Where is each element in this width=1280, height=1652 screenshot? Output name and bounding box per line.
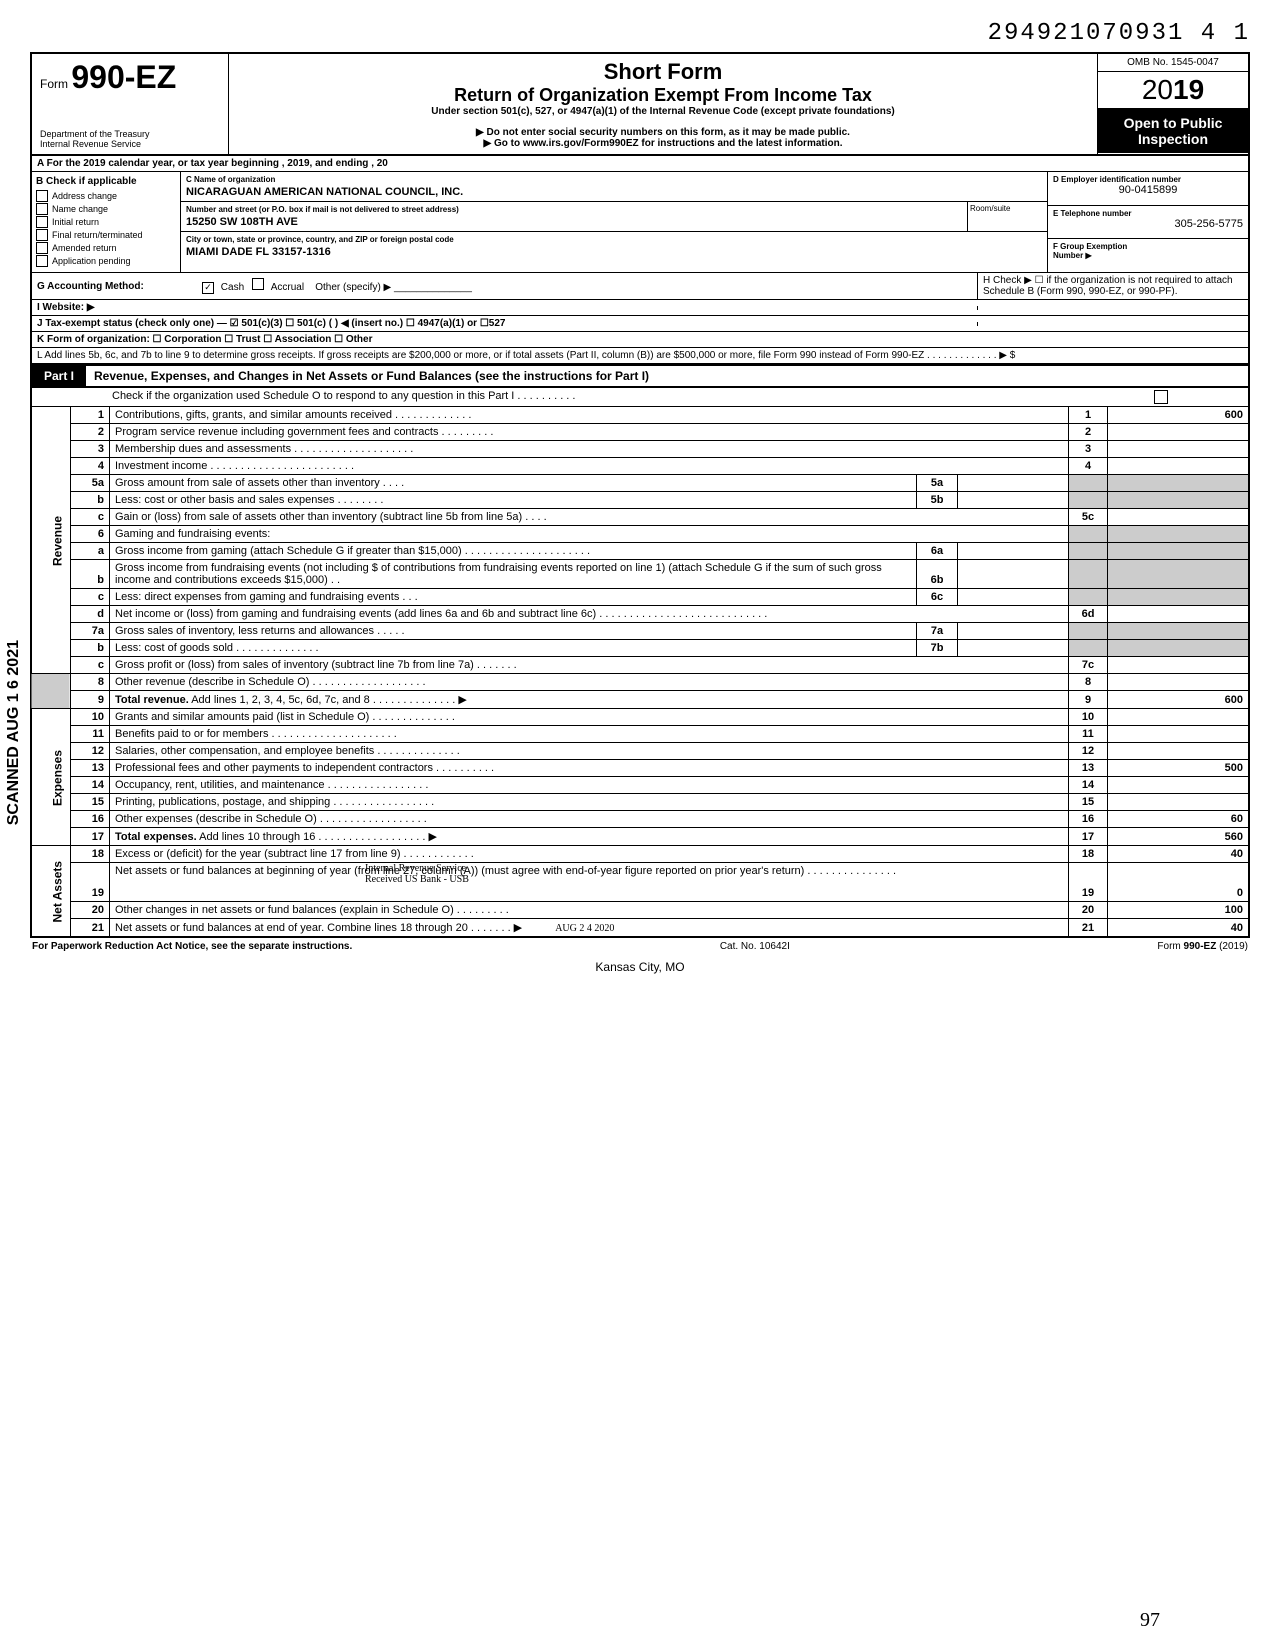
footer: For Paperwork Reduction Act Notice, see …	[30, 938, 1250, 955]
org-name: NICARAGUAN AMERICAN NATIONAL COUNCIL, IN…	[186, 186, 1042, 198]
cb-final-return[interactable]: Final return/terminated	[36, 229, 176, 241]
kc-stamp: Kansas City, MO	[30, 960, 1250, 974]
column-c: C Name of organization NICARAGUAN AMERIC…	[181, 172, 1047, 272]
row-l: L Add lines 5b, 6c, and 7b to line 9 to …	[30, 347, 1250, 365]
handwritten-initials: 97	[1140, 1609, 1160, 1632]
cb-pending[interactable]: Application pending	[36, 255, 176, 267]
city-label: City or town, state or province, country…	[186, 235, 1042, 244]
netassets-label: Net Assets	[31, 846, 71, 938]
street-value: 15250 SW 108TH AVE	[186, 216, 962, 228]
dept-treasury: Department of the TreasuryInternal Reven…	[40, 129, 220, 149]
expenses-label: Expenses	[31, 709, 71, 846]
street-label: Number and street (or P.O. box if mail i…	[186, 205, 962, 214]
arrow-ssn: ▶ Do not enter social security numbers o…	[239, 127, 1087, 138]
c-name-label: C Name of organization	[186, 175, 1042, 184]
cb-address-change[interactable]: Address change	[36, 190, 176, 202]
paperwork-notice: For Paperwork Reduction Act Notice, see …	[32, 941, 352, 952]
cb-name-change[interactable]: Name change	[36, 203, 176, 215]
phone-value: 305-256-5775	[1053, 218, 1243, 230]
cb-accrual[interactable]	[252, 278, 264, 290]
title-short-form: Short Form	[239, 59, 1087, 85]
form-header: Form 990-EZ Department of the TreasuryIn…	[30, 52, 1250, 156]
room-suite: Room/suite	[967, 202, 1047, 231]
open-public: Open to Public Inspection	[1098, 109, 1248, 153]
cb-amended[interactable]: Amended return	[36, 242, 176, 254]
row-k: K Form of organization: ☐ Corporation ☐ …	[30, 331, 1250, 347]
ein-value: 90-0415899	[1053, 184, 1243, 196]
row-g-h: G Accounting Method: ✓ Cash Accrual Othe…	[30, 272, 1250, 299]
part1-subtitle: Check if the organization used Schedule …	[30, 388, 1250, 406]
e-phone-label: E Telephone number	[1053, 209, 1243, 218]
cb-schedule-o[interactable]	[1154, 390, 1168, 404]
tax-year: 2019	[1098, 72, 1248, 109]
form-ref: Form 990-EZ (2019)	[1157, 941, 1248, 952]
scanned-stamp: SCANNED AUG 1 6 2021	[5, 640, 23, 825]
lines-table: Revenue 1Contributions, gifts, grants, a…	[30, 406, 1250, 938]
column-b: B Check if applicable Address change Nam…	[32, 172, 181, 272]
revenue-label: Revenue	[31, 407, 71, 674]
title-section: Under section 501(c), 527, or 4947(a)(1)…	[239, 106, 1087, 117]
cat-no: Cat. No. 10642I	[720, 941, 790, 952]
form-number: Form 990-EZ	[40, 59, 220, 96]
title-return: Return of Organization Exempt From Incom…	[239, 85, 1087, 106]
cb-initial-return[interactable]: Initial return	[36, 216, 176, 228]
d-ein-label: D Employer identification number	[1053, 175, 1243, 184]
column-de: D Employer identification number 90-0415…	[1047, 172, 1248, 272]
arrow-goto: ▶ Go to www.irs.gov/Form990EZ for instru…	[239, 138, 1087, 149]
h-schedule-b: H Check ▶ ☐ if the organization is not r…	[977, 273, 1248, 299]
info-grid: B Check if applicable Address change Nam…	[30, 172, 1250, 272]
part1-title: Revenue, Expenses, and Changes in Net As…	[86, 366, 1248, 386]
cb-cash[interactable]: ✓	[202, 282, 214, 294]
dln-number: 294921070931 4 1	[30, 20, 1250, 47]
section-a-year: A For the 2019 calendar year, or tax yea…	[30, 156, 1250, 172]
row-i: I Website: ▶	[30, 299, 1250, 315]
part1-header: Part I Revenue, Expenses, and Changes in…	[30, 364, 1250, 388]
row-j: J Tax-exempt status (check only one) — ☑…	[30, 315, 1250, 331]
part1-tab: Part I	[32, 366, 86, 386]
omb-number: OMB No. 1545-0047	[1098, 54, 1248, 72]
f-group-label: F Group ExemptionNumber ▶	[1053, 242, 1243, 260]
city-value: MIAMI DADE FL 33157-1316	[186, 246, 1042, 258]
b-header: B Check if applicable	[36, 176, 176, 187]
